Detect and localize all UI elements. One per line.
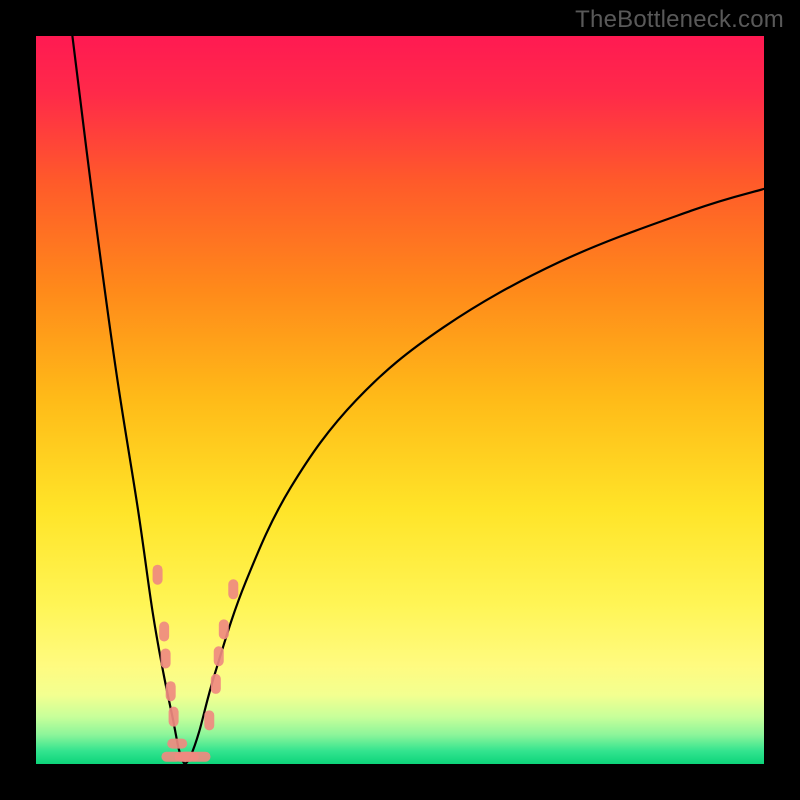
data-marker [211,674,221,694]
data-marker [167,739,187,749]
data-marker [228,579,238,599]
watermark-text: TheBottleneck.com [575,6,784,34]
data-marker [191,752,211,762]
data-marker [161,648,171,668]
data-marker [159,622,169,642]
data-marker [214,646,224,666]
chart-canvas: TheBottleneck.com [0,0,800,800]
bottleneck-chart-svg [0,0,800,800]
data-marker [169,707,179,727]
data-marker [153,565,163,585]
data-marker [219,619,229,639]
data-marker [166,681,176,701]
data-marker [204,710,214,730]
plot-background [36,36,764,764]
